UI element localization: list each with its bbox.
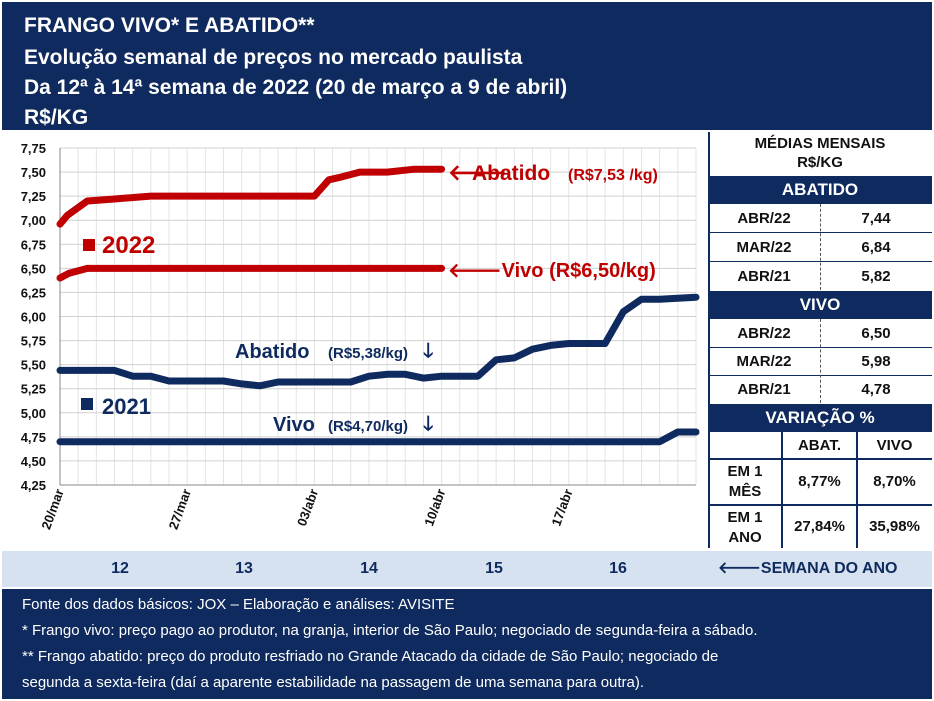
var-row-2-label-b: ANO [728,528,762,546]
week-label: 12 [111,560,129,577]
legend-2021-label: 2021 [102,394,151,419]
var-row-1-label-b: MÊS [728,482,762,500]
title-line-4: R$/KG [24,106,89,129]
x-tick-label: 20/mar [38,487,66,532]
y-tick-label: 7,75 [21,141,46,156]
legend-2022-marker [83,239,95,251]
chart-area: 7,75 7,50 7,25 7,00 6,75 6,50 6,25 6,00 5,75 5,50… [2,132,705,548]
abatido-row-1-value: 7,44 [861,209,891,227]
abatido-header: ABATIDO [708,176,932,204]
week-caption: 🡐SEMANA DO ANO [718,560,898,577]
series-line-vivo-2022 [56,264,446,282]
var-row-2-label-a: EM 1 [727,508,763,526]
var-row-2-abat: 27,84% [794,517,845,535]
var-row-2-vivo: 35,98% [869,517,920,535]
abatido-row-2-label: MAR/22 [736,238,792,256]
col-vivo-header: VIVO [876,436,913,454]
abatido-2021-label: Abatido [235,341,309,363]
abatido-row-2-value: 6,84 [861,238,891,256]
vivo-row-1-label: ABR/22 [737,324,791,342]
panel-line [781,432,783,548]
y-tick-label: 5,25 [21,382,46,397]
x-tick-label: 27/mar [166,487,194,532]
vivo-row-1-value: 6,50 [861,324,891,342]
panel-line [708,504,932,506]
series-line-vivo-2021 [56,428,700,446]
monthly-averages-panel: MÉDIAS MENSAIS R$/KG ABATIDO ABR/22 7,44… [708,132,932,548]
week-label: 14 [360,560,378,577]
panel-line [856,432,858,548]
y-tick-label: 7,00 [21,213,46,228]
abatido-2022-label: Abatido [472,162,550,185]
vivo-2021-down-arrow: 🡓 [423,413,433,435]
vivo-row-2-value: 5,98 [861,352,891,370]
title-line-3: Da 12ª à 14ª semana de 2022 (20 de março… [24,76,568,99]
abatido-row-3-label: ABR/21 [737,267,791,285]
y-tick-label: 6,25 [21,285,46,300]
abatido-2022-arrow: 🡐 [448,160,507,185]
abatido-row-3-value: 5,82 [861,267,891,285]
col-abat-header: ABAT. [797,436,842,454]
panel-line [708,458,932,460]
y-tick-label: 5,00 [21,406,46,421]
y-tick-label: 7,25 [21,189,46,204]
footer-note-abatido-cont: segunda a sexta-feira (daí a aparente es… [22,674,645,691]
legend-2021-marker [81,398,93,410]
header-banner: FRANGO VIVO* E ABATIDO** Evolução semana… [2,2,932,130]
vivo-row-3-value: 4,78 [861,380,891,398]
footer-note-vivo: * Frango vivo: preço pago ao produtor, n… [22,622,758,639]
vivo-row-3-label: ABR/21 [737,380,791,398]
week-label: 13 [235,560,253,577]
panel-dash [820,319,821,403]
variacao-header: VARIAÇÃO % [708,404,932,432]
week-of-year-bar: 12 13 14 15 16 🡐SEMANA DO ANO [2,551,932,587]
series-line-abatido-2021 [56,293,700,390]
vivo-header: VIVO [708,291,932,319]
x-tick-label: 10/abr [421,487,448,528]
x-tick-label: 03/abr [294,487,321,528]
footer-notes: Fonte dos dados básicos: JOX – Elaboraçã… [2,589,932,699]
y-tick-label: 6,75 [21,237,46,252]
price-chart: 7,75 7,50 7,25 7,00 6,75 6,50 6,25 6,00 5,75 5,50… [21,141,700,532]
week-label: 16 [609,560,627,577]
vivo-2021-label: Vivo [273,414,315,436]
panel-title: MÉDIAS MENSAIS [754,134,886,152]
abatido-2021-value: (R$5,38/kg) [328,345,408,362]
var-row-1-label-a: EM 1 [727,462,763,480]
panel-dash [820,204,821,290]
y-tick-label: 6,00 [21,310,46,325]
week-label: 15 [485,560,503,577]
y-tick-label: 4,50 [21,454,46,469]
var-row-1-vivo: 8,70% [873,472,916,490]
legend-2022-label: 2022 [102,232,155,259]
y-tick-label: 5,50 [21,358,46,373]
vivo-2021-value: (R$4,70/kg) [328,418,408,435]
x-tick-label: 17/abr [548,487,575,528]
title-line-2: Evolução semanal de preços no mercado pa… [24,46,523,69]
vivo-row-2-label: MAR/22 [736,352,792,370]
series-line-abatido-2022 [56,165,446,228]
title-line-1: FRANGO VIVO* E ABATIDO** [24,14,315,37]
vivo-2022-label: 🡐Vivo (R$6,50/kg) [448,260,656,282]
abatido-2022-value: (R$7,53 /kg) [568,167,658,184]
panel-left-border [708,132,710,548]
footer-source: Fonte dos dados básicos: JOX – Elaboraçã… [22,596,455,613]
y-tick-label: 7,50 [21,165,46,180]
panel-unit: R$/KG [797,153,843,171]
y-tick-label: 4,25 [21,478,46,493]
footer-note-abatido: ** Frango abatido: preço do produto resf… [22,648,719,665]
y-tick-label: 6,50 [21,261,46,276]
abatido-2021-down-arrow: 🡓 [423,340,433,362]
var-row-1-abat: 8,77% [798,472,841,490]
abatido-row-1-label: ABR/22 [737,209,791,227]
y-tick-label: 4,75 [21,430,46,445]
y-tick-label: 5,75 [21,334,46,349]
